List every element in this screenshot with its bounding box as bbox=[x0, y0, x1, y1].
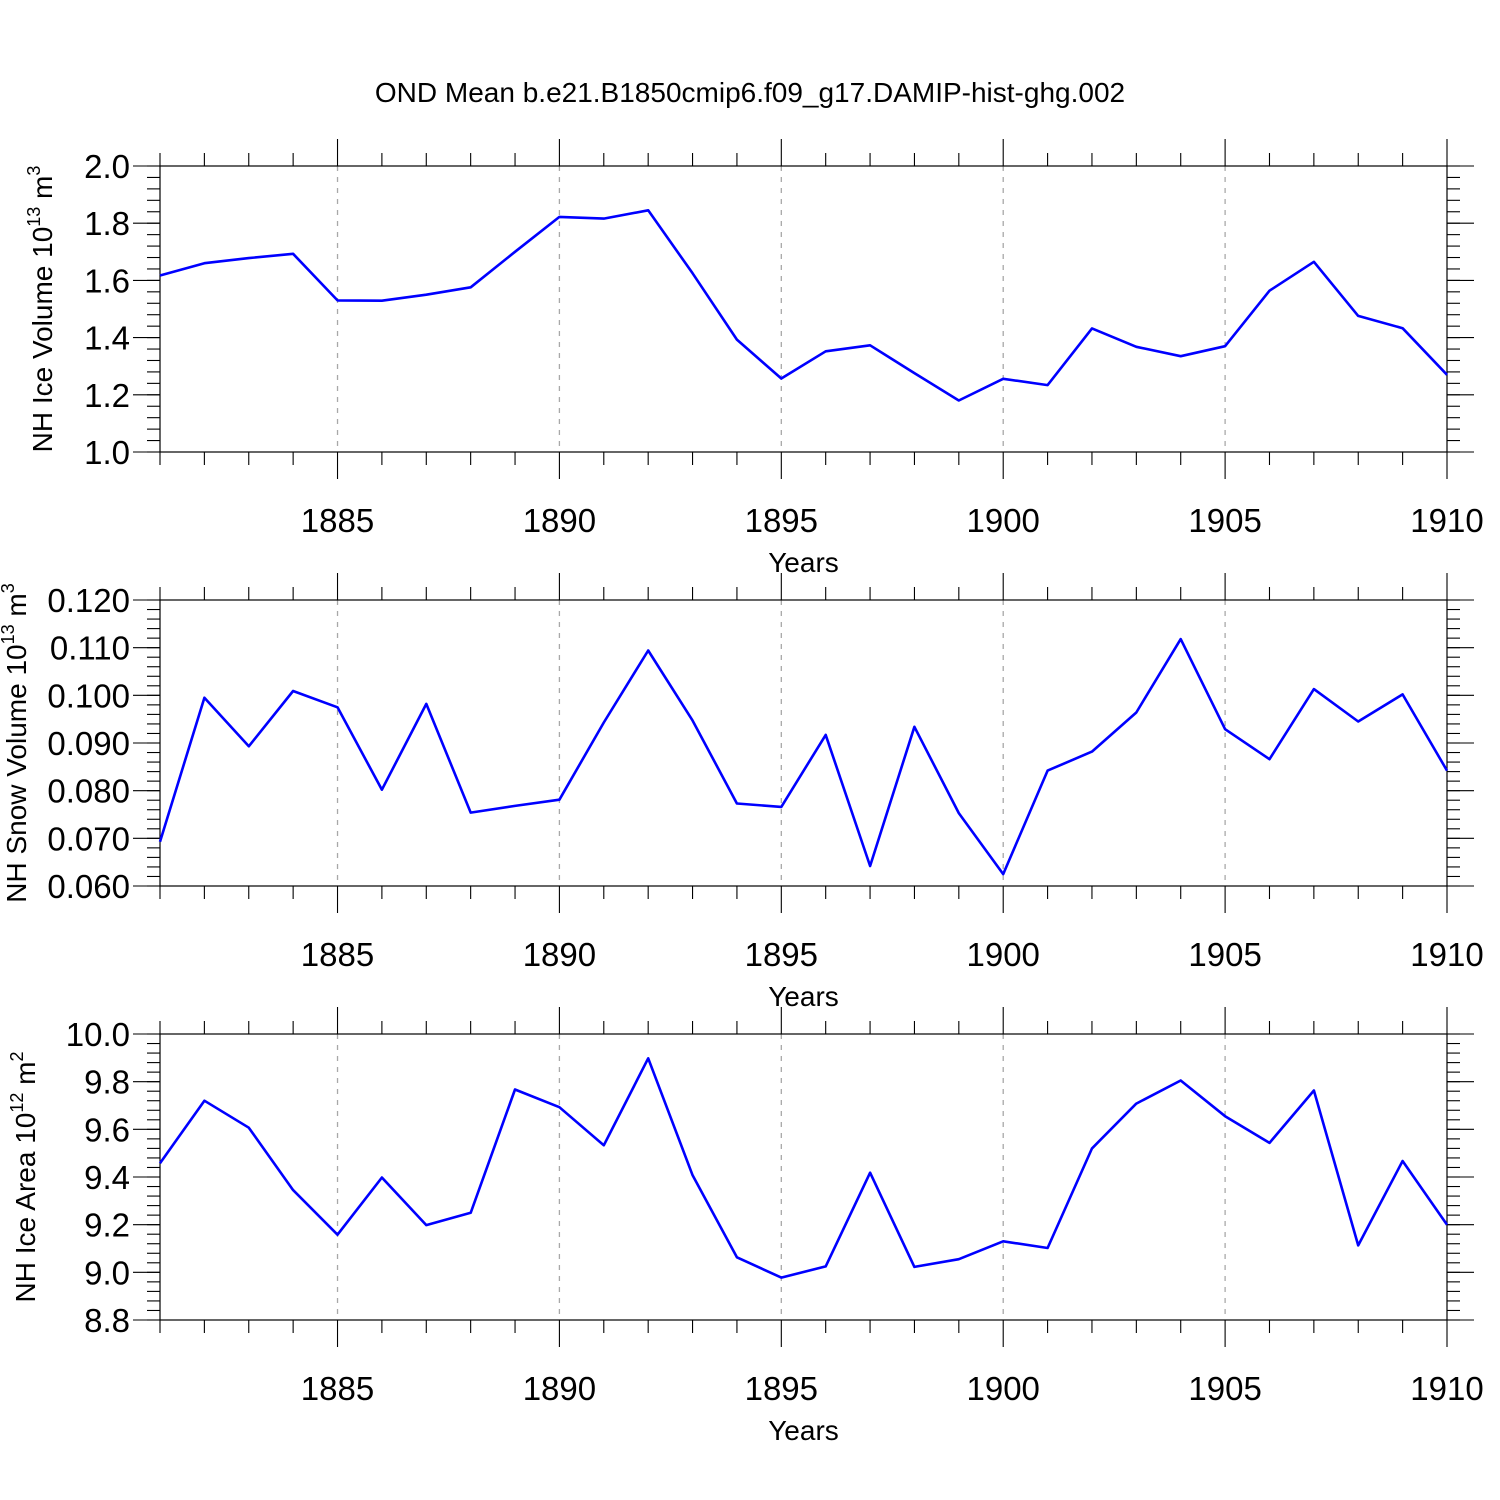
y-tick-label: 9.6 bbox=[84, 1111, 130, 1148]
y-tick-label: 1.8 bbox=[84, 205, 130, 242]
x-tick-label: 1905 bbox=[1188, 936, 1261, 973]
y-axis-label: NH Ice Volume 1013 m3 bbox=[24, 166, 58, 453]
y-tick-label: 9.8 bbox=[84, 1064, 130, 1101]
figure-title: OND Mean b.e21.B1850cmip6.f09_g17.DAMIP-… bbox=[375, 77, 1125, 108]
y-tick-label: 0.070 bbox=[47, 820, 130, 857]
y-tick-label: 0.100 bbox=[47, 677, 130, 714]
y-axis-label-exponent: 13 bbox=[0, 624, 18, 644]
y-tick-label: 10.0 bbox=[66, 1016, 130, 1053]
y-axis-label-exponent: 13 bbox=[24, 207, 44, 227]
y-axis-label-unit-exponent: 3 bbox=[0, 583, 18, 593]
y-tick-label: 1.4 bbox=[84, 320, 130, 357]
x-tick-label: 1900 bbox=[966, 1370, 1039, 1407]
x-tick-label: 1890 bbox=[523, 936, 596, 973]
y-tick-label: 8.8 bbox=[84, 1302, 130, 1339]
x-tick-label: 1910 bbox=[1410, 502, 1483, 539]
x-tick-label: 1905 bbox=[1188, 502, 1261, 539]
x-tick-label: 1910 bbox=[1410, 936, 1483, 973]
x-tick-label: 1910 bbox=[1410, 1370, 1483, 1407]
y-axis-label-text: NH Snow Volume 10 bbox=[1, 644, 32, 902]
x-axis-label: Years bbox=[768, 1415, 839, 1446]
y-tick-label: 1.0 bbox=[84, 434, 130, 471]
y-axis-label-unit: m bbox=[10, 1062, 41, 1093]
series-line bbox=[159, 209, 1448, 402]
y-tick-label: 9.0 bbox=[84, 1254, 130, 1291]
y-tick-label: 0.080 bbox=[47, 773, 130, 810]
y-tick-label: 1.6 bbox=[84, 262, 130, 299]
y-tick-label: 9.4 bbox=[84, 1159, 130, 1196]
panel-3: 8.8 9.0 9.2 9.4 9.6 9.8 10.0 1885 1890 1895 1900 19… bbox=[7, 1007, 1484, 1446]
x-tick-label: 1900 bbox=[966, 502, 1039, 539]
x-axis-label: Years bbox=[768, 981, 839, 1012]
x-tick-label: 1900 bbox=[966, 936, 1039, 973]
y-tick-label: 1.2 bbox=[84, 377, 130, 414]
series-line bbox=[158, 637, 1449, 876]
y-tick-label: 0.110 bbox=[50, 630, 130, 667]
x-tick-label: 1885 bbox=[301, 1370, 374, 1407]
y-axis-label: NH Ice Area 1012 m2 bbox=[7, 1051, 41, 1302]
panel-1: 1.0 1.2 1.4 1.6 1.8 2.0 1885 1890 1895 1900 1905 19… bbox=[24, 139, 1484, 578]
y-tick-label: 2.0 bbox=[84, 148, 130, 185]
x-tick-label: 1895 bbox=[745, 1370, 818, 1407]
x-tick-label: 1885 bbox=[301, 502, 374, 539]
y-tick-label: 9.2 bbox=[84, 1207, 130, 1244]
plot-frame bbox=[159, 599, 1448, 887]
y-tick-label: 0.060 bbox=[47, 868, 130, 905]
y-tick-label: 0.090 bbox=[47, 725, 130, 762]
y-axis-label-exponent: 12 bbox=[7, 1093, 27, 1113]
x-tick-label: 1890 bbox=[523, 1370, 596, 1407]
x-tick-label: 1890 bbox=[523, 502, 596, 539]
x-tick-label: 1895 bbox=[745, 936, 818, 973]
y-tick-label: 0.120 bbox=[47, 582, 130, 619]
y-axis-label-text: NH Ice Area 10 bbox=[10, 1113, 41, 1303]
y-axis-label-unit: m bbox=[1, 593, 32, 624]
y-axis-label-unit-exponent: 3 bbox=[24, 166, 44, 176]
y-axis-label-text: NH Ice Volume 10 bbox=[27, 227, 58, 453]
y-axis-label-unit: m bbox=[27, 176, 58, 207]
y-axis-label: NH Snow Volume 1013 m3 bbox=[0, 583, 32, 903]
panel-2: 0.060 0.070 0.080 0.090 0.100 0.110 0.120 1885 1… bbox=[0, 573, 1484, 1012]
series-line bbox=[158, 1057, 1449, 1279]
plot-frame bbox=[159, 1033, 1448, 1321]
y-axis-label-unit-exponent: 2 bbox=[7, 1051, 27, 1061]
x-tick-label: 1905 bbox=[1188, 1370, 1261, 1407]
x-tick-label: 1895 bbox=[745, 502, 818, 539]
x-tick-label: 1885 bbox=[301, 936, 374, 973]
plot-frame bbox=[159, 165, 1448, 453]
x-axis-label: Years bbox=[768, 547, 839, 578]
